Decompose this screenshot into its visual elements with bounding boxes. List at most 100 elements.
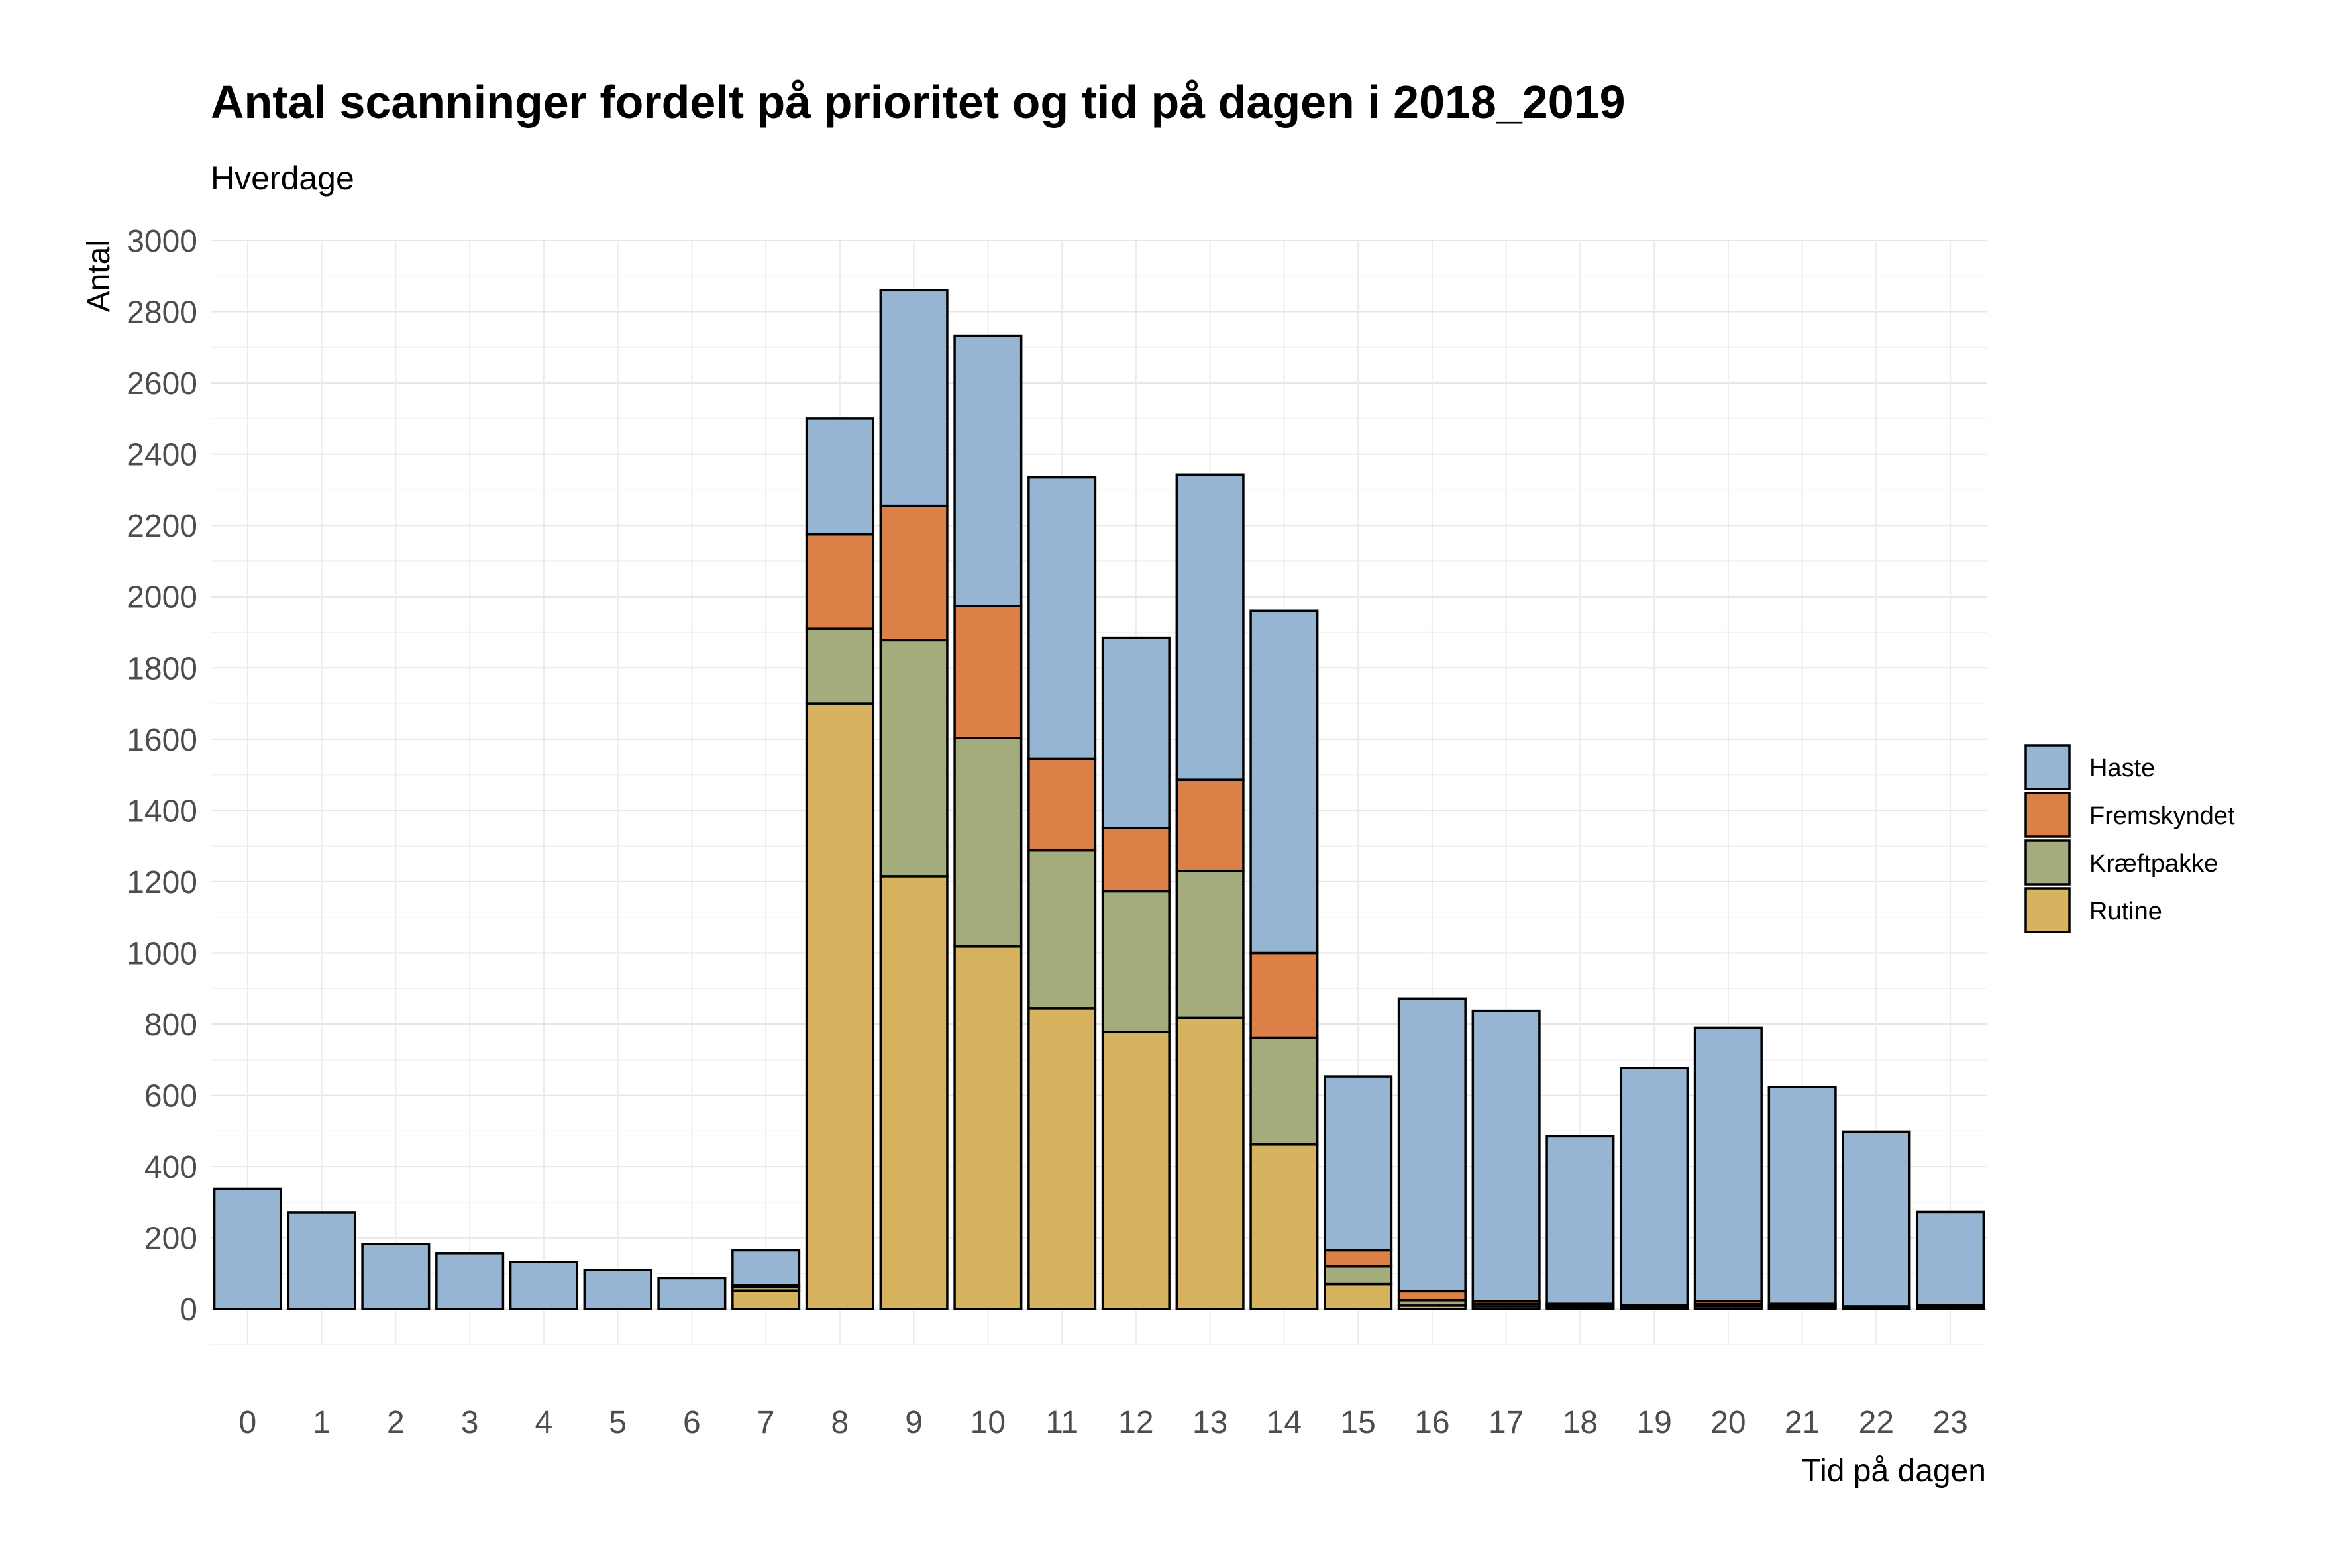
- bar-stack-2: [361, 1243, 431, 1310]
- bar-haste-18: [1545, 1135, 1615, 1305]
- x-tick-label: 22: [1859, 1405, 1894, 1440]
- bar-fremskyndet-13: [1175, 778, 1245, 872]
- bar-rutine-15: [1324, 1282, 1393, 1310]
- x-tick-label: 3: [461, 1405, 479, 1440]
- y-axis-ticks: 0 200 400 600 800 1000 1200 1400 1600 1800 2000 220…: [127, 224, 197, 1328]
- y-tick-label: 1800: [127, 651, 197, 686]
- y-tick-label: 1600: [127, 723, 197, 758]
- bar-kræftpakke-15: [1324, 1265, 1393, 1286]
- bar-stack-6: [657, 1277, 727, 1310]
- bar-haste-13: [1175, 473, 1245, 781]
- bar-rutine-13: [1175, 1016, 1245, 1310]
- bar-stack-7: [731, 1249, 801, 1310]
- x-tick-label: 6: [683, 1405, 701, 1440]
- bar-haste-19: [1620, 1067, 1689, 1306]
- bar-haste-7: [731, 1249, 801, 1286]
- bar-stack-13: [1175, 473, 1245, 1310]
- x-tick-label: 23: [1932, 1405, 1967, 1440]
- bar-stack-15: [1324, 1075, 1393, 1310]
- bar-fremskyndet-8: [805, 533, 874, 630]
- bar-haste-6: [657, 1277, 727, 1310]
- y-tick-label: 2400: [127, 438, 197, 473]
- bar-haste-11: [1027, 476, 1097, 760]
- x-tick-label: 14: [1267, 1405, 1302, 1440]
- bar-rutine-7: [731, 1289, 801, 1310]
- y-axis-label: Antal: [81, 240, 117, 312]
- bar-stack-12: [1101, 636, 1171, 1310]
- bar-haste-8: [805, 417, 874, 536]
- bar-stack-16: [1397, 997, 1467, 1310]
- x-tick-label: 11: [1045, 1405, 1078, 1440]
- legend-key-fremskyndet: [2024, 792, 2071, 838]
- x-tick-label: 20: [1710, 1405, 1746, 1440]
- y-tick-label: 2000: [127, 580, 197, 615]
- bar-rutine-8: [805, 702, 874, 1310]
- bars: [213, 289, 1985, 1310]
- bar-kræftpakke-14: [1249, 1036, 1319, 1146]
- y-tick-label: 1200: [127, 865, 197, 900]
- bar-kræftpakke-12: [1101, 890, 1171, 1033]
- bar-kræftpakke-10: [953, 737, 1023, 948]
- bar-stack-10: [953, 334, 1023, 1310]
- bar-haste-23: [1916, 1210, 1985, 1307]
- legend: Haste Fremskyndet Kræftpakke Rutine: [2024, 744, 2235, 933]
- x-tick-label: 12: [1118, 1405, 1153, 1440]
- y-tick-label: 0: [180, 1292, 197, 1328]
- bar-rutine-9: [879, 875, 949, 1310]
- y-tick-label: 2200: [127, 509, 197, 544]
- bar-haste-16: [1397, 997, 1467, 1293]
- bar-stack-0: [213, 1187, 282, 1310]
- bar-fremskyndet-9: [879, 504, 949, 642]
- bar-haste-12: [1101, 636, 1171, 830]
- bar-kræftpakke-13: [1175, 870, 1245, 1019]
- bar-stack-20: [1693, 1026, 1763, 1310]
- bar-stack-23: [1916, 1210, 1985, 1310]
- grid-lines: [211, 240, 1987, 1345]
- bar-haste-14: [1249, 609, 1319, 955]
- y-tick-label: 400: [144, 1150, 197, 1185]
- chart-subtitle: Hverdage: [211, 160, 354, 197]
- legend-label-haste: Haste: [2089, 755, 2155, 782]
- y-tick-label: 2600: [127, 366, 197, 401]
- x-tick-label: 13: [1192, 1405, 1227, 1440]
- legend-label-fremskyndet: Fremskyndet: [2089, 802, 2235, 830]
- bar-rutine-12: [1101, 1031, 1171, 1310]
- legend-key-rutine: [2024, 887, 2071, 933]
- legend-item-kræftpakke: Kræftpakke: [2024, 839, 2218, 886]
- bar-fremskyndet-10: [953, 605, 1023, 739]
- bar-haste-21: [1767, 1086, 1837, 1305]
- y-tick-label: 800: [144, 1008, 197, 1043]
- x-tick-label: 0: [239, 1405, 257, 1440]
- bar-fremskyndet-12: [1101, 827, 1171, 893]
- bar-haste-2: [361, 1243, 431, 1310]
- bar-fremskyndet-16: [1397, 1290, 1467, 1302]
- bar-stack-14: [1249, 609, 1319, 1310]
- x-axis-ticks: 0 1 2 3 4 5 6 7 8 9 10 11 12 13 14 15 16 17 18 19 20 21 22 23: [239, 1405, 1968, 1440]
- legend-label-rutine: Rutine: [2089, 898, 2162, 925]
- x-tick-label: 8: [831, 1405, 849, 1440]
- bar-haste-3: [435, 1252, 505, 1310]
- y-tick-label: 200: [144, 1222, 197, 1257]
- x-tick-label: 15: [1340, 1405, 1375, 1440]
- x-tick-label: 19: [1636, 1405, 1671, 1440]
- bar-fremskyndet-15: [1324, 1249, 1393, 1268]
- x-tick-label: 2: [387, 1405, 405, 1440]
- bar-haste-0: [213, 1187, 282, 1310]
- bar-haste-22: [1842, 1130, 1911, 1308]
- bar-rutine-11: [1027, 1007, 1097, 1310]
- bar-rutine-14: [1249, 1143, 1319, 1310]
- bar-stack-18: [1545, 1135, 1615, 1310]
- legend-label-kræftpakke: Kræftpakke: [2089, 850, 2218, 878]
- bar-fremskyndet-11: [1027, 757, 1097, 852]
- x-tick-label: 7: [757, 1405, 775, 1440]
- y-tick-label: 1400: [127, 794, 197, 829]
- x-tick-label: 9: [905, 1405, 923, 1440]
- bar-stack-1: [287, 1211, 356, 1310]
- chart-title: Antal scanninger fordelt på prioritet og…: [211, 76, 1626, 128]
- x-tick-label: 21: [1785, 1405, 1820, 1440]
- y-tick-label: 2800: [127, 295, 197, 331]
- x-axis-label: Tid på dagen: [1802, 1453, 1986, 1489]
- legend-key-kræftpakke: [2024, 839, 2071, 886]
